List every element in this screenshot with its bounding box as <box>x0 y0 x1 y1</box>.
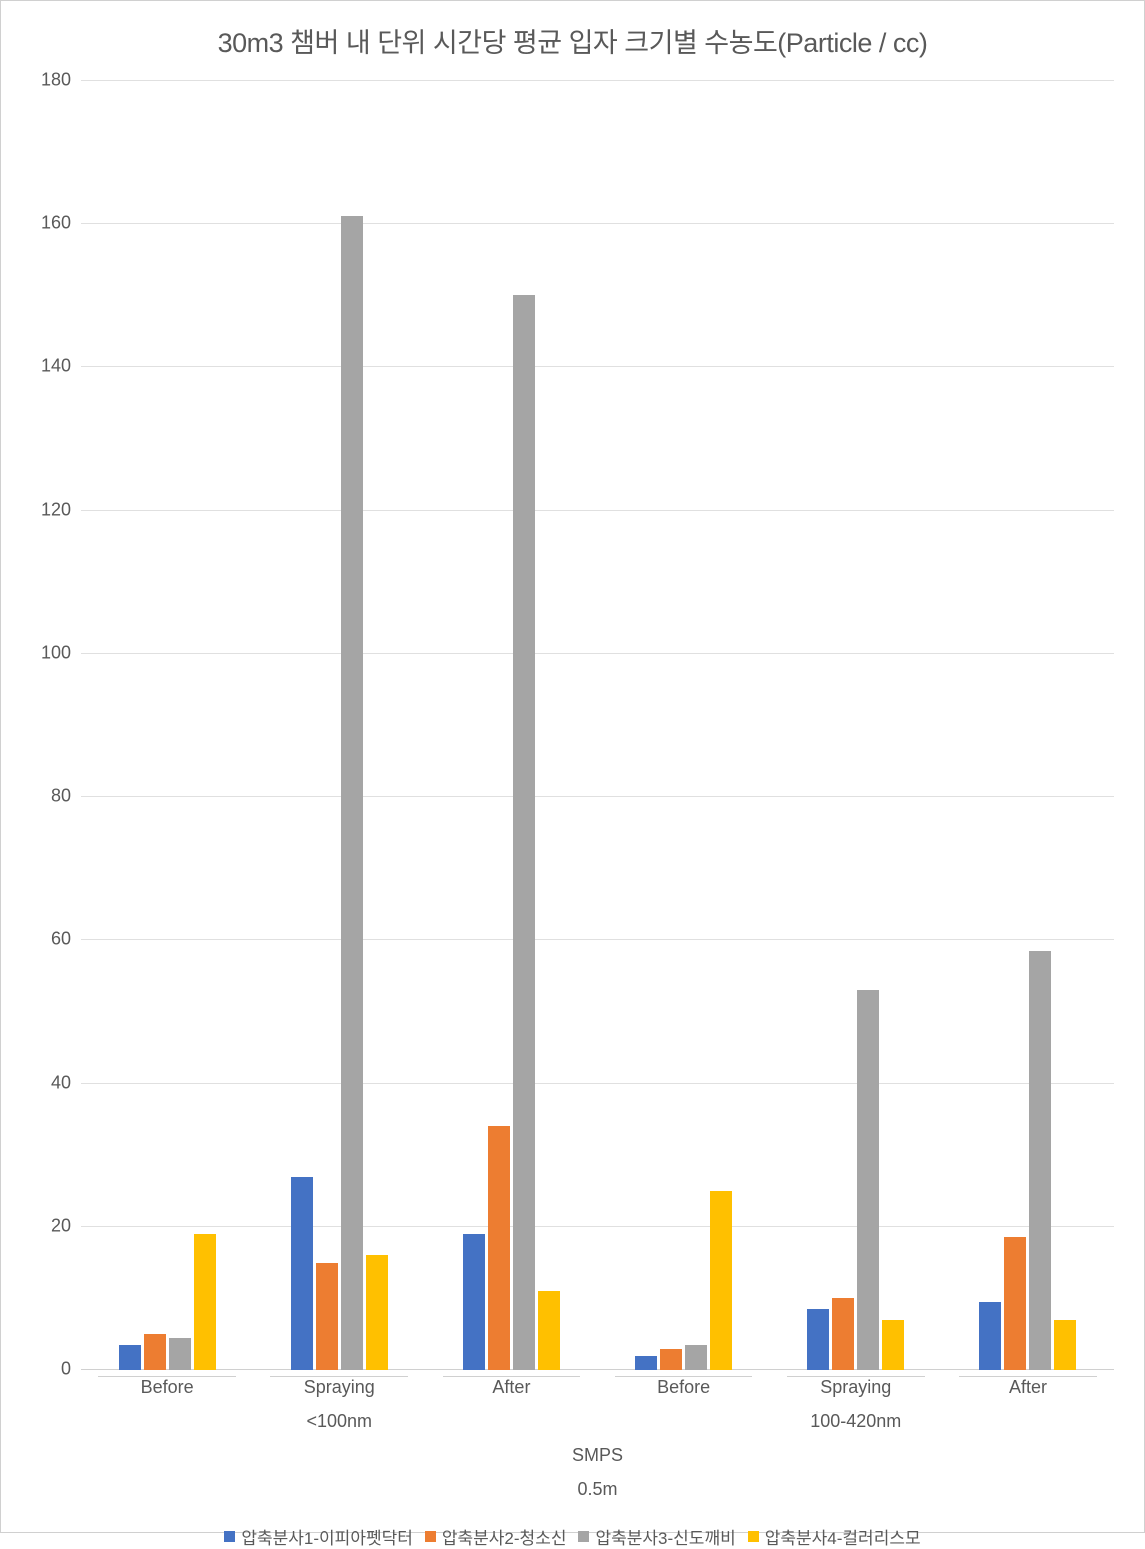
x-axis-label: 100-420nm <box>598 1411 1115 1432</box>
x-axis: BeforeSprayingAfterBeforeSprayingAfter<1… <box>21 1370 1124 1506</box>
legend-label: 압축분사4-컬러리스모 <box>765 1524 921 1549</box>
bar-group <box>425 80 597 1370</box>
bar <box>538 1291 560 1370</box>
y-tick-label: 180 <box>31 70 71 91</box>
x-axis-row: 0.5m <box>81 1472 1114 1506</box>
bar <box>1054 1320 1076 1370</box>
y-tick-label: 0 <box>31 1359 71 1380</box>
bar <box>316 1263 338 1371</box>
x-axis-label: After <box>942 1377 1114 1398</box>
chart-title: 30m3 챔버 내 단위 시간당 평균 입자 크기별 수농도(Particle … <box>21 21 1124 60</box>
bar-group <box>942 80 1114 1370</box>
bar <box>685 1345 707 1370</box>
x-axis-label: <100nm <box>81 1411 598 1432</box>
legend-item: 압축분사2-청소신 <box>425 1524 567 1549</box>
plot-area: 020406080100120140160180 <box>81 80 1114 1370</box>
legend-label: 압축분사3-신도깨비 <box>595 1524 735 1549</box>
bar-group <box>253 80 425 1370</box>
x-axis-label: SMPS <box>81 1445 1114 1466</box>
bar <box>513 295 535 1370</box>
y-tick-label: 40 <box>31 1072 71 1093</box>
bar-group <box>598 80 770 1370</box>
legend-item: 압축분사1-이피아펫닥터 <box>224 1524 413 1549</box>
bar <box>169 1338 191 1370</box>
y-tick-label: 100 <box>31 642 71 663</box>
legend-label: 압축분사1-이피아펫닥터 <box>241 1524 413 1549</box>
bar-group <box>81 80 253 1370</box>
bar <box>882 1320 904 1370</box>
x-axis-row: SMPS <box>81 1438 1114 1472</box>
bar <box>488 1126 510 1370</box>
bar <box>635 1356 657 1370</box>
bar <box>291 1177 313 1371</box>
y-tick-label: 120 <box>31 499 71 520</box>
bar <box>194 1234 216 1370</box>
y-tick-label: 60 <box>31 929 71 950</box>
y-tick-label: 160 <box>31 213 71 234</box>
legend-label: 압축분사2-청소신 <box>442 1524 567 1549</box>
x-axis-label: Spraying <box>770 1377 942 1398</box>
y-tick-label: 80 <box>31 786 71 807</box>
y-tick-label: 140 <box>31 356 71 377</box>
x-axis-label: Before <box>598 1377 770 1398</box>
legend: 압축분사1-이피아펫닥터 압축분사2-청소신 압축분사3-신도깨비 압축분사4-컬러리… <box>21 1524 1124 1549</box>
bar <box>807 1309 829 1370</box>
bar <box>710 1191 732 1370</box>
bar <box>979 1302 1001 1370</box>
bar <box>341 216 363 1370</box>
bar <box>366 1255 388 1370</box>
bar <box>1029 951 1051 1370</box>
bar <box>144 1334 166 1370</box>
bar <box>119 1345 141 1370</box>
x-axis-label: 0.5m <box>81 1479 1114 1500</box>
bar <box>463 1234 485 1370</box>
y-tick-label: 20 <box>31 1215 71 1236</box>
bar <box>1004 1237 1026 1370</box>
legend-item: 압축분사3-신도깨비 <box>578 1524 735 1549</box>
chart-container: 30m3 챔버 내 단위 시간당 평균 입자 크기별 수농도(Particle … <box>0 0 1145 1533</box>
x-axis-label: After <box>425 1377 597 1398</box>
legend-item: 압축분사4-컬러리스모 <box>748 1524 921 1549</box>
bar <box>857 990 879 1370</box>
x-axis-row: <100nm100-420nm <box>81 1404 1114 1438</box>
x-axis-label: Before <box>81 1377 253 1398</box>
bar <box>832 1298 854 1370</box>
bar <box>660 1349 682 1371</box>
bar-group <box>770 80 942 1370</box>
x-axis-label: Spraying <box>253 1377 425 1398</box>
